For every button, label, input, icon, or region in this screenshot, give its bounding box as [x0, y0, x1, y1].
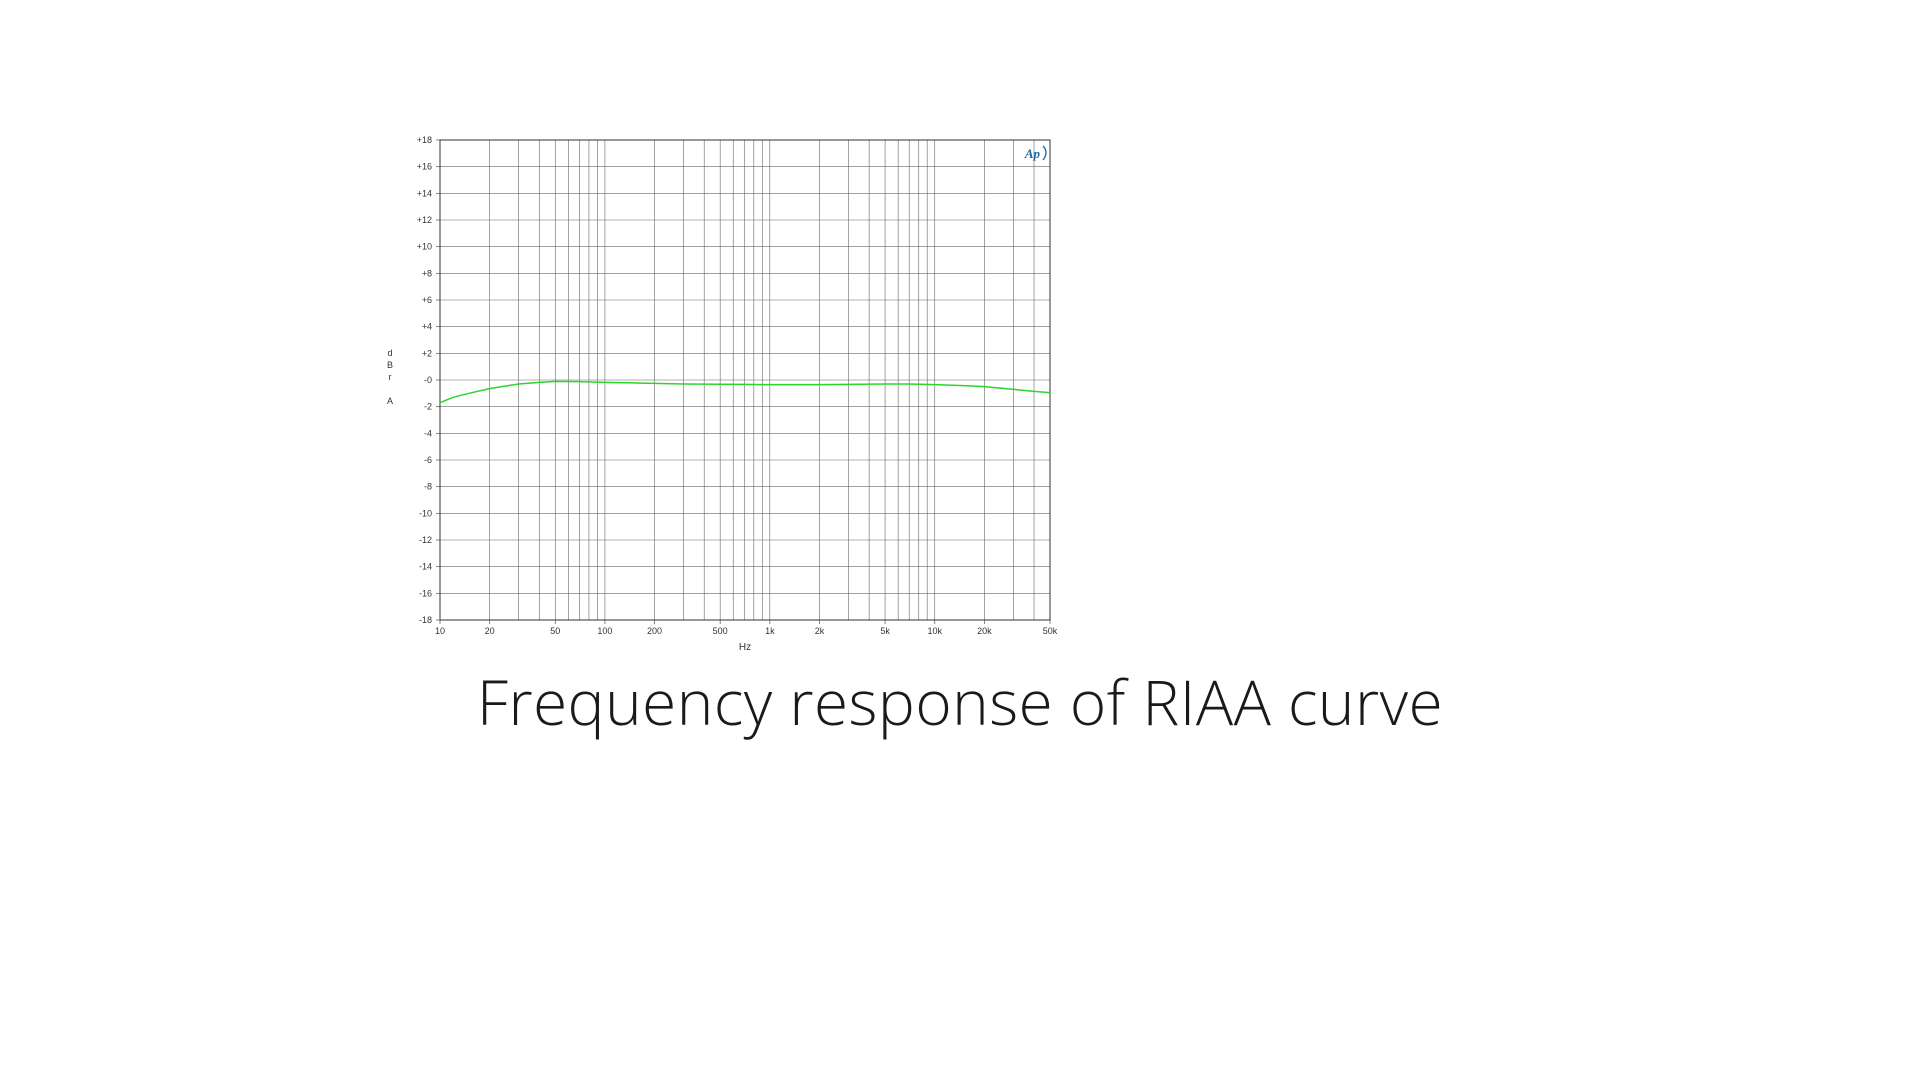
svg-text:+18: +18	[417, 135, 432, 145]
svg-text:100: 100	[597, 626, 612, 636]
svg-text:5k: 5k	[880, 626, 890, 636]
svg-text:50k: 50k	[1043, 626, 1058, 636]
frequency-response-chart: +18 +16 +14 +12 +10 +8 +6 +4 +2 -0 -2 -4 -6 -8 -10 -12 -…	[380, 130, 1080, 660]
svg-text:+6: +6	[422, 295, 432, 305]
svg-text:50: 50	[550, 626, 560, 636]
svg-text:10: 10	[435, 626, 445, 636]
svg-text:d: d	[387, 348, 392, 358]
svg-text:10k: 10k	[927, 626, 942, 636]
page: +18 +16 +14 +12 +10 +8 +6 +4 +2 -0 -2 -4 -6 -8 -10 -12 -…	[0, 0, 1920, 1080]
svg-text:+4: +4	[422, 322, 432, 332]
svg-text:500: 500	[713, 626, 728, 636]
svg-text:-18: -18	[419, 615, 432, 625]
svg-text:-10: -10	[419, 508, 432, 518]
svg-text:r: r	[389, 372, 392, 382]
svg-text:A: A	[387, 396, 393, 406]
svg-text:20k: 20k	[977, 626, 992, 636]
svg-text:+16: +16	[417, 162, 432, 172]
svg-text:+8: +8	[422, 268, 432, 278]
svg-text:-16: -16	[419, 588, 432, 598]
svg-text:Hz: Hz	[739, 642, 751, 653]
svg-text:-6: -6	[424, 455, 432, 465]
svg-text:-2: -2	[424, 402, 432, 412]
svg-text:-12: -12	[419, 535, 432, 545]
svg-text:+10: +10	[417, 242, 432, 252]
svg-text:+14: +14	[417, 188, 432, 198]
svg-text:-4: -4	[424, 428, 432, 438]
svg-text:200: 200	[647, 626, 662, 636]
svg-text:1k: 1k	[765, 626, 775, 636]
svg-text:-14: -14	[419, 562, 432, 572]
chart-container: +18 +16 +14 +12 +10 +8 +6 +4 +2 -0 -2 -4 -6 -8 -10 -12 -…	[380, 130, 1080, 660]
svg-text:-0: -0	[424, 375, 432, 385]
caption: Frequency response of RIAA curve	[0, 660, 1920, 744]
ap-logo-icon: Ap	[1024, 146, 1041, 161]
svg-text:B: B	[387, 360, 393, 370]
svg-text:20: 20	[485, 626, 495, 636]
svg-text:-8: -8	[424, 482, 432, 492]
svg-text:+2: +2	[422, 348, 432, 358]
svg-text:+12: +12	[417, 215, 432, 225]
svg-text:2k: 2k	[815, 626, 825, 636]
